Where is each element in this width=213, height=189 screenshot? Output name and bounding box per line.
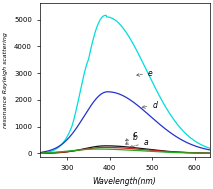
Text: a: a: [130, 138, 148, 148]
Text: b: b: [125, 133, 138, 144]
Text: e: e: [137, 69, 153, 78]
X-axis label: Wavelength(nm): Wavelength(nm): [93, 177, 157, 186]
Y-axis label: resonance Rayleigh scattering: resonance Rayleigh scattering: [3, 33, 9, 128]
Text: d: d: [142, 101, 157, 110]
Text: c: c: [125, 130, 137, 141]
